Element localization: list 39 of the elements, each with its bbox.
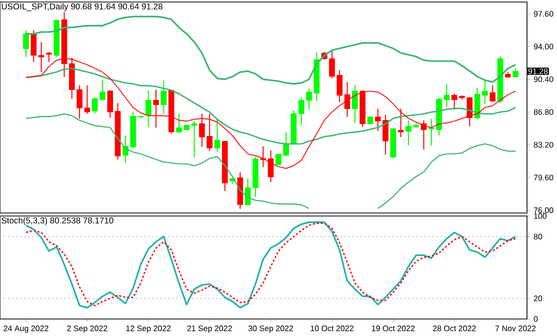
candlestick	[398, 108, 404, 138]
x-tick-label: 24 Aug 2022	[4, 326, 48, 333]
candlestick	[23, 30, 29, 58]
y-tick-label: 0	[534, 316, 538, 322]
candlestick	[107, 90, 114, 118]
y-tick-label: 76.00	[534, 207, 554, 214]
candlestick	[244, 178, 251, 206]
candlestick	[490, 84, 496, 103]
x-tick-label: 19 Oct 2022	[372, 326, 415, 332]
y-tick-label: 97.60	[534, 10, 554, 17]
x-tick-label: 7 Nov 2022	[495, 326, 536, 332]
y-tick-label: 94.00	[534, 44, 554, 50]
candlestick	[352, 84, 358, 124]
y-tick-label: 20	[534, 296, 542, 302]
candlestick	[46, 52, 52, 63]
candlestick	[38, 42, 44, 73]
x-tick-label: 2 Sep 2022	[67, 326, 108, 333]
x-tick-label: 12 Sep 2022	[126, 326, 171, 333]
candlestick	[444, 83, 450, 108]
y-tick-label: 79.60	[534, 174, 554, 180]
candlestick	[482, 79, 488, 104]
candlestick	[153, 89, 159, 128]
candlestick	[160, 80, 167, 114]
x-tick-label: 28 Oct 2022	[432, 326, 476, 332]
chart-title: USOIL_SPT,Daily 90.68 91.64 90.64 91.28	[2, 3, 162, 12]
candlestick	[30, 30, 37, 63]
x-tick-label: 30 Sep 2022	[248, 326, 294, 333]
candlestick	[214, 117, 220, 152]
text: 91.28	[528, 68, 548, 74]
y-tick-label: 83.20	[534, 142, 554, 148]
y-tick-label: 90.40	[534, 76, 554, 82]
chart-title: Stoch(5,3,3) 80.2538 78.1710	[2, 217, 114, 226]
y-tick-label: 100	[534, 213, 547, 219]
y-tick-label: 86.80	[534, 109, 554, 115]
candlestick	[84, 84, 90, 114]
x-tick-label: 10 Oct 2022	[310, 326, 354, 332]
y-tick-label: 80	[534, 234, 542, 240]
candlestick	[145, 90, 152, 128]
x-tick-label: 21 Sep 2022	[187, 326, 232, 333]
